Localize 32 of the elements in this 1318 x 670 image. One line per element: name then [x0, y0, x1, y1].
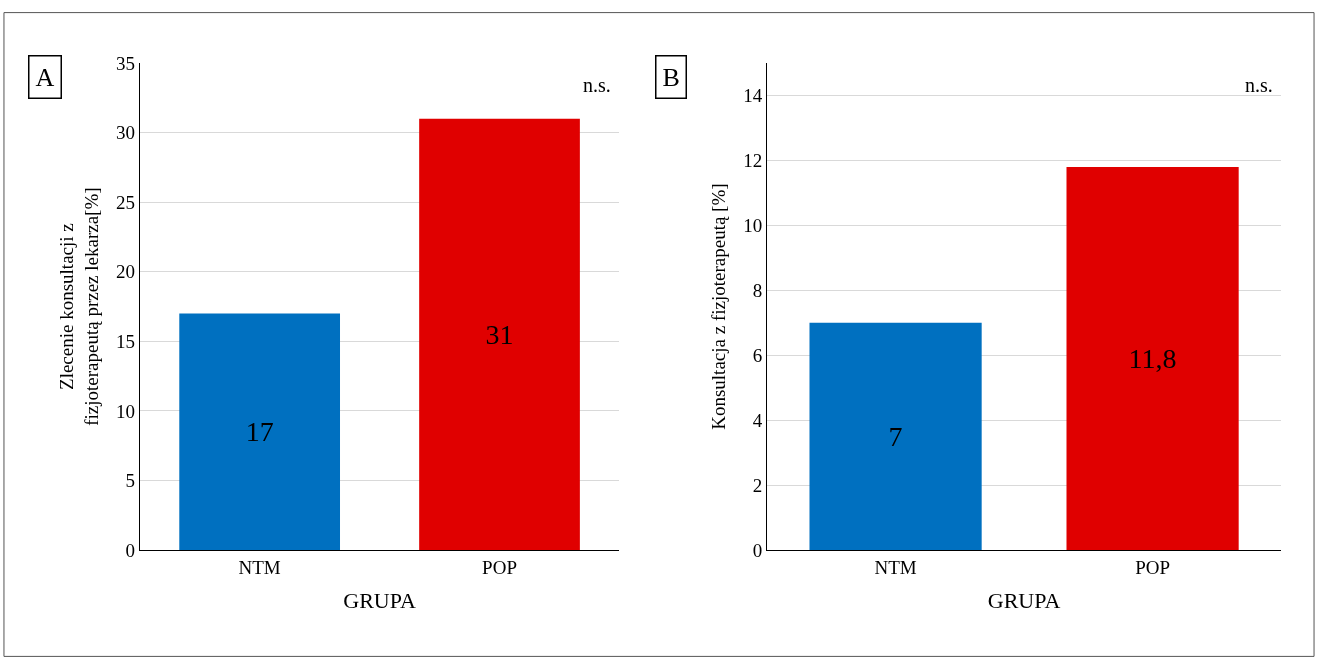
annotation: n.s. — [1245, 74, 1273, 96]
y-tick-label: 35 — [115, 52, 135, 74]
y-tick-label: 14 — [743, 85, 763, 107]
x-tick-label: NTM — [874, 556, 917, 578]
x-tick-label: NTM — [238, 556, 281, 578]
annotation: n.s. — [583, 74, 611, 96]
y-tick-label: 2 — [752, 474, 763, 496]
y-tick-label: 4 — [752, 409, 763, 431]
chart-title: A — [35, 62, 55, 92]
data-label: 11,8 — [1128, 343, 1177, 375]
y-axis-title: Konsultacja z fizjoterapeutą [%] — [708, 183, 730, 430]
y-tick-label: 30 — [115, 122, 135, 144]
data-label: 7 — [888, 420, 903, 452]
x-axis-title: GRUPA — [987, 587, 1061, 613]
y-tick-label: 20 — [115, 261, 135, 283]
x-tick-label: POP — [1135, 556, 1171, 578]
y-tick-label: 0 — [125, 539, 135, 561]
y-tick-label: 5 — [125, 470, 135, 492]
y-tick-label: 25 — [115, 191, 135, 213]
y-tick-label: 12 — [743, 150, 763, 172]
y-tick-label: 10 — [743, 215, 763, 237]
x-tick-label: POP — [482, 556, 517, 578]
y-axis-title: Zlecenie konsultacji z fizjoterapeutą przez lekarza[%] — [56, 187, 102, 426]
y-tick-label: 6 — [752, 344, 763, 366]
chart-title: B — [662, 62, 680, 92]
y-tick-label: 10 — [115, 400, 135, 422]
y-tick-label: 0 — [752, 539, 763, 561]
data-label: 31 — [485, 318, 514, 350]
y-tick-label: 8 — [752, 280, 763, 302]
x-axis-title: GRUPA — [343, 587, 416, 613]
data-label: 17 — [245, 416, 274, 448]
y-tick-label: 15 — [115, 331, 135, 353]
